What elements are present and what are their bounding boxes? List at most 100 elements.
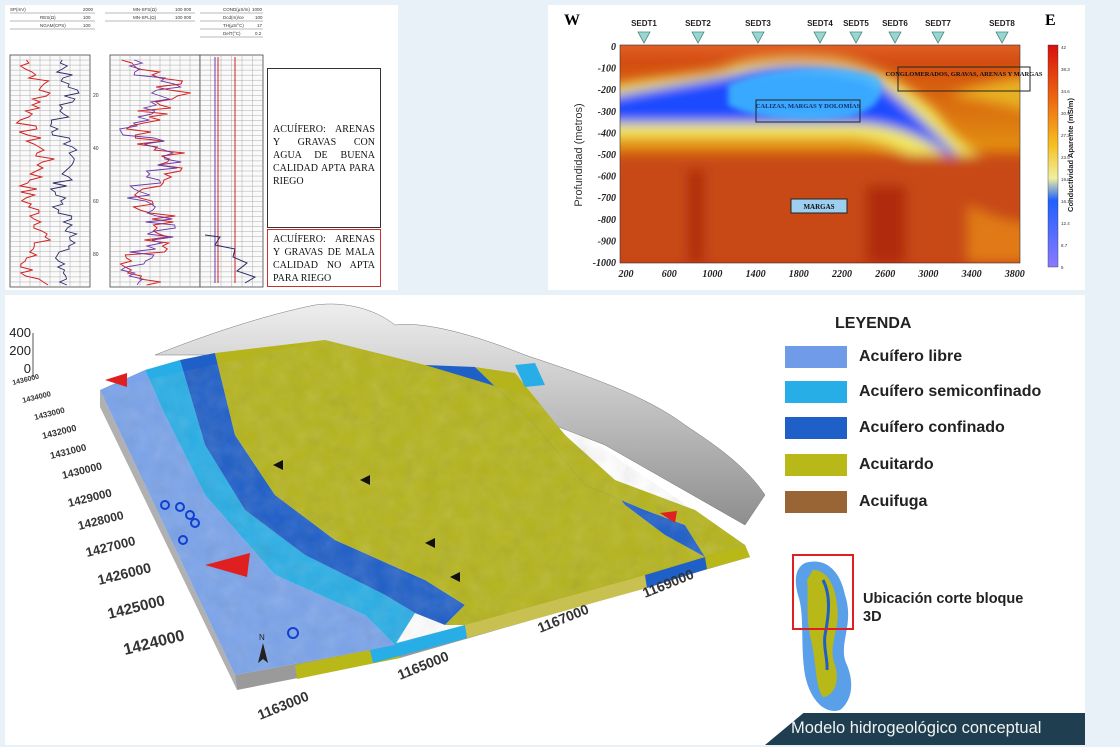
log-header-delt: DelT(°C)	[223, 31, 241, 36]
block-model-3d: N 400 200 0 1436000143400014330001432000…	[9, 303, 854, 723]
easting-tick: 1163000	[255, 688, 311, 723]
colorbar-tick: 16.1	[1061, 199, 1070, 204]
section-x-tick: 1800	[789, 269, 809, 280]
colorbar-title: Conductividad Aparente (mS/m)	[1066, 98, 1075, 212]
z-tick-200: 200	[9, 343, 31, 358]
northing-tick: 1431000	[49, 442, 88, 462]
log-header-mnsfl-max: 100 000	[175, 15, 192, 20]
northing-tick: 1432000	[41, 423, 77, 441]
location-caption: Ubicación corte bloque 3D	[863, 591, 1024, 625]
section-y-tick: -700	[598, 193, 616, 204]
section-x-tick: 3800	[1004, 269, 1025, 280]
northing-tick: 1429000	[67, 487, 113, 509]
depth-tick-20: 20	[93, 93, 99, 99]
colorbar-tick: 8.7	[1061, 243, 1068, 248]
log-header-ngam-max: 100	[83, 23, 91, 28]
log-header-dcd-max: 100	[255, 15, 263, 20]
log-header-sp-max: 2000	[83, 7, 94, 12]
log-header-delt-max: 0.2	[255, 31, 262, 36]
aquifer-bad-text: ACUÍFERO: ARENAS Y GRAVAS DE MALA CALIDA…	[273, 234, 375, 284]
station-marker	[691, 31, 705, 44]
section-x-tick: 1400	[746, 269, 766, 280]
z-tick-400: 400	[9, 325, 31, 340]
legend-item-acuitardo: Acuitardo	[785, 453, 934, 477]
legend-swatch	[785, 454, 847, 476]
legend-item-acuifero-confinado: Acuífero confinado	[785, 416, 1005, 440]
log-header-ngam: NGAM(CPS)	[40, 23, 66, 28]
station-label: SEDT7	[925, 19, 951, 28]
colorbar-tick: 23.5	[1061, 155, 1070, 160]
depth-tick-40: 40	[93, 146, 99, 152]
section-y-tick: -100	[598, 64, 616, 75]
station-label: SEDT8	[989, 19, 1015, 28]
log-track-3	[199, 54, 264, 288]
northing-tick: 1434000	[21, 389, 52, 405]
conductivity-section-panel: W E SEDT1 SEDT2 SEDT3 SEDT4 SEDT5 SEDT6 SEDT7 S…	[548, 5, 1085, 290]
conductivity-section: W E SEDT1 SEDT2 SEDT3 SEDT4 SEDT5 SEDT6 SEDT7 S…	[564, 12, 1075, 280]
section-y-tick: -400	[598, 128, 616, 139]
station-marker	[995, 31, 1009, 44]
section-y-tick: -300	[598, 107, 616, 118]
log-header-cond-max: 1000	[252, 7, 263, 12]
section-y-tick: -600	[598, 172, 616, 183]
aquifer-good-box: ACUÍFERO: ARENAS Y GRAVAS CON AGUA DE BU…	[267, 68, 381, 228]
location-marker-box	[792, 554, 854, 630]
legend-swatch	[785, 346, 847, 368]
footer-banner: Modelo hidrogeológico conceptual	[765, 713, 1085, 745]
west-label: W	[564, 12, 580, 29]
section-ylabel: Profundidad (metros)	[573, 103, 585, 206]
block-model-panel: N 400 200 0 1436000 1434000 1433000 1432000…	[5, 295, 1085, 745]
colorbar	[1047, 44, 1059, 268]
north-arrow-label: N	[259, 633, 265, 642]
station-marker	[637, 31, 651, 44]
log-header-mnsfs-max: 100 000	[175, 7, 192, 12]
well-logs-figure: SP(mV) 2000 RES(Ω) 100 NGAM(CPS) 100 MN-…	[9, 7, 264, 288]
colorbar-tick: 38.3	[1061, 67, 1070, 72]
legend-label: Acuífero semiconfinado	[859, 383, 1042, 400]
log-header-res-max: 100	[83, 15, 91, 20]
aquifer-good-text: ACUÍFERO: ARENAS Y GRAVAS CON AGUA DE BU…	[273, 124, 375, 187]
station-marker	[751, 31, 765, 44]
station-label: SEDT5	[843, 19, 869, 28]
station-label: SEDT6	[882, 19, 908, 28]
section-y-tick: -500	[598, 150, 616, 161]
section-x-tick: 3400	[961, 269, 982, 280]
log-header-mnsfl: MN-SFL(Ω)	[133, 15, 157, 20]
section-x-tick: 2600	[874, 269, 895, 280]
label-margas: MARGAS	[803, 203, 834, 211]
section-x-tick: 200	[618, 269, 634, 280]
legend-swatch	[785, 417, 847, 439]
colorbar-tick: 5	[1061, 265, 1064, 270]
section-x-tick: 3000	[917, 269, 938, 280]
legend-swatch	[785, 491, 847, 513]
section-y-tick: -800	[598, 215, 616, 226]
log-header-res: RES(Ω)	[40, 15, 56, 20]
well-logs-panel: SP(mV) 2000 RES(Ω) 100 NGAM(CPS) 100 MN-…	[5, 5, 398, 290]
station-marker	[931, 31, 945, 44]
aquifer-bad-box: ACUÍFERO: ARENAS Y GRAVAS DE MALA CALIDA…	[267, 229, 381, 287]
log-header-cond: COND(μS/m)	[223, 7, 250, 12]
northing-tick: 1424000	[122, 627, 187, 659]
section-y-tick: 0	[611, 42, 616, 53]
section-y-tick: -200	[598, 85, 616, 96]
station-marker	[813, 31, 827, 44]
log-header-th-max: 17	[257, 23, 263, 28]
log-header-th: TH(μS/°C)	[223, 23, 244, 28]
northing-tick: 1425000	[106, 592, 167, 623]
depth-tick-80: 80	[93, 252, 99, 258]
northing-tick: 1430000	[61, 460, 104, 482]
station-label: SEDT2	[685, 19, 711, 28]
legend-item-acuifero-libre: Acuífero libre	[785, 345, 962, 369]
label-calizas: CALIZAS, MARGAS Y DOLOMÍAS	[756, 102, 861, 110]
colorbar-tick: 12.4	[1061, 221, 1070, 226]
east-label: E	[1045, 12, 1056, 29]
location-inset	[792, 554, 854, 711]
colorbar-tick: 30.9	[1061, 111, 1070, 116]
northing-tick: 1433000	[33, 406, 66, 422]
station-marker	[888, 31, 902, 44]
legend-item-acuifero-semiconfinado: Acuífero semiconfinado	[785, 380, 1041, 404]
log-header-dcd: Dcd(m)/ce	[223, 15, 244, 20]
label-conglomerados: CONGLOMERADOS, GRAVAS, ARENAS Y MARGAS	[885, 71, 1042, 78]
colorbar-tick: 19.8	[1061, 177, 1070, 182]
z-tick-0: 0	[24, 361, 31, 376]
